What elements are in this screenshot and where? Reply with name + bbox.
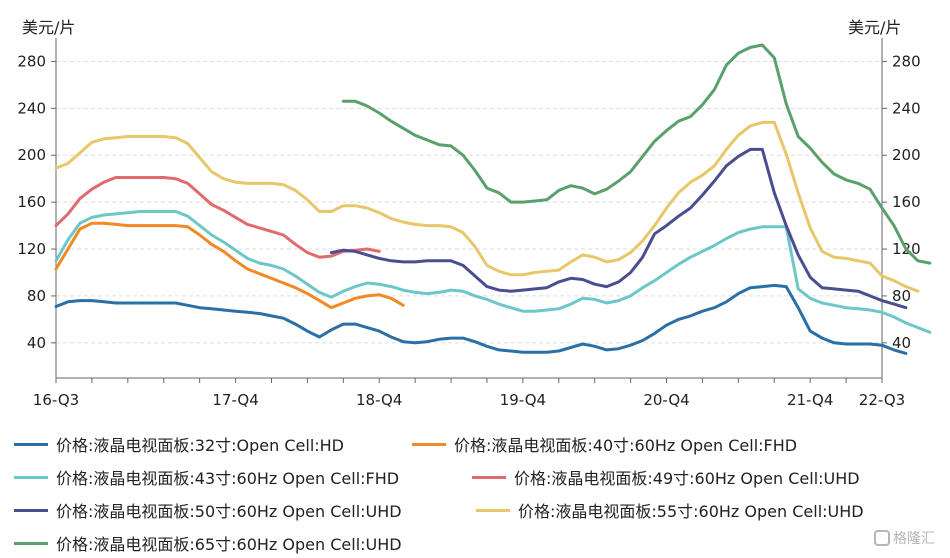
- series-lines: [54, 43, 932, 355]
- legend-label: 价格:液晶电视面板:65寸:60Hz Open Cell:UHD: [56, 535, 402, 554]
- legend-item-65-uhd: 价格:液晶电视面板:65寸:60Hz Open Cell:UHD: [14, 531, 402, 555]
- legend-swatch: [14, 508, 48, 512]
- legend-item-55-uhd: 价格:液晶电视面板:55寸:60Hz Open Cell:UHD: [476, 498, 864, 522]
- x-tick-label: 16-Q3: [33, 391, 79, 409]
- legend-item-43-fhd: 价格:液晶电视面板:43寸:60Hz Open Cell:FHD: [14, 465, 399, 489]
- legend-label: 价格:液晶电视面板:43寸:60Hz Open Cell:FHD: [56, 469, 400, 488]
- x-tick-label: 17-Q4: [212, 391, 258, 409]
- x-tick-label: 20-Q4: [643, 391, 689, 409]
- y-tick-label-right: 40: [892, 334, 911, 352]
- legend-swatch: [412, 442, 446, 446]
- gridlines: [56, 60, 882, 344]
- watermark-logo-icon: [874, 530, 890, 546]
- legend: 价格:液晶电视面板:32寸:Open Cell:HD 价格:液晶电视面板:40寸…: [0, 426, 950, 558]
- y-tick-label-left: 120: [17, 240, 46, 258]
- y-tick-label-right: 80: [892, 287, 911, 305]
- legend-label: 价格:液晶电视面板:32寸:Open Cell:HD: [56, 436, 345, 455]
- series-line-6: [341, 43, 932, 265]
- legend-item-40-fhd: 价格:液晶电视面板:40寸:60Hz Open Cell:FHD: [412, 432, 797, 456]
- x-tick-label: 21-Q4: [787, 391, 833, 409]
- legend-swatch: [14, 541, 48, 545]
- legend-item-32-hd: 价格:液晶电视面板:32寸:Open Cell:HD: [14, 432, 344, 456]
- y-tick-label-right: 240: [892, 99, 921, 117]
- legend-label: 价格:液晶电视面板:50寸:60Hz Open Cell:UHD: [56, 502, 402, 521]
- y-tick-label-left: 160: [17, 193, 46, 211]
- legend-label: 价格:液晶电视面板:55寸:60Hz Open Cell:UHD: [518, 502, 864, 521]
- y-axis-unit-left: 美元/片: [22, 18, 76, 37]
- x-tick-label: 22-Q3: [859, 391, 905, 409]
- y-tick-label-right: 200: [892, 146, 921, 164]
- series-line-4: [329, 147, 908, 310]
- legend-label: 价格:液晶电视面板:49寸:60Hz Open Cell:UHD: [514, 469, 860, 488]
- series-line-0: [54, 283, 908, 355]
- legend-swatch: [472, 475, 506, 479]
- watermark-text: 格隆汇: [893, 531, 935, 547]
- series-line-1: [54, 221, 405, 310]
- legend-swatch: [476, 508, 510, 512]
- series-line-5: [54, 120, 920, 293]
- y-tick-label-left: 240: [17, 99, 46, 117]
- legend-label: 价格:液晶电视面板:40寸:60Hz Open Cell:FHD: [454, 436, 798, 455]
- legend-item-50-uhd: 价格:液晶电视面板:50寸:60Hz Open Cell:UHD: [14, 498, 402, 522]
- y-tick-label-left: 280: [17, 52, 46, 70]
- legend-swatch: [14, 442, 48, 446]
- x-tick-label: 18-Q4: [356, 391, 402, 409]
- watermark: 格隆汇: [874, 528, 935, 548]
- y-axis-unit-right: 美元/片: [848, 18, 902, 37]
- x-tick-label: 19-Q4: [500, 391, 546, 409]
- legend-item-49-uhd: 价格:液晶电视面板:49寸:60Hz Open Cell:UHD: [472, 465, 860, 489]
- series-line-2: [54, 210, 932, 334]
- legend-swatch: [14, 475, 48, 479]
- y-tick-label-left: 80: [27, 287, 46, 305]
- y-tick-label-right: 160: [892, 193, 921, 211]
- y-tick-label-left: 40: [27, 334, 46, 352]
- y-tick-label-left: 200: [17, 146, 46, 164]
- series-line-3: [54, 176, 381, 259]
- y-tick-label-right: 280: [892, 52, 921, 70]
